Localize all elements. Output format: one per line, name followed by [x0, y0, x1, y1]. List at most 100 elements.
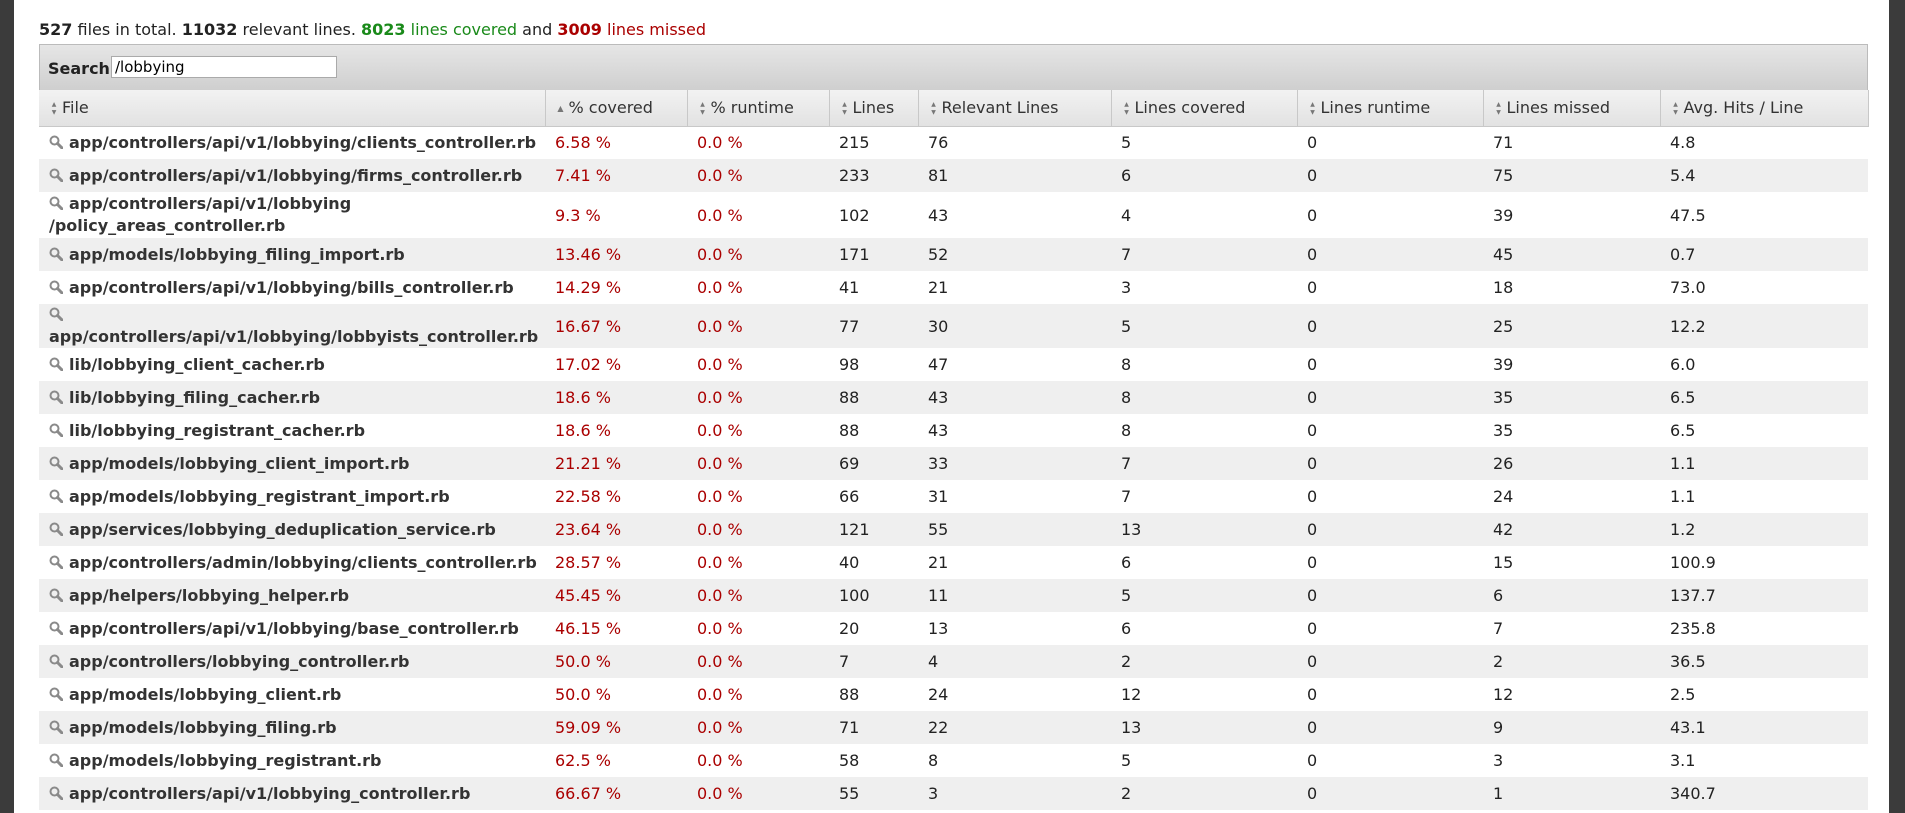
- magnifier-icon[interactable]: [49, 421, 64, 437]
- magnifier-icon[interactable]: [49, 166, 64, 182]
- file-link[interactable]: app/controllers/api/v1/lobbying/bills_co…: [69, 277, 514, 297]
- lines-runtime-cell: 0: [1297, 414, 1483, 447]
- file-cell[interactable]: app/models/lobbying_registrant_import.rb: [39, 480, 545, 513]
- column-header-label: % covered: [568, 98, 653, 118]
- magnifier-icon[interactable]: [49, 751, 64, 767]
- percent-runtime-cell: 0.0 %: [687, 348, 829, 381]
- search-input[interactable]: [111, 56, 337, 78]
- file-link[interactable]: app/models/lobbying_client_import.rb: [69, 453, 410, 473]
- percent-runtime-cell: 0.0 %: [687, 271, 829, 304]
- column-header-lines-covered[interactable]: ▲ ▼ Lines covered: [1111, 90, 1298, 127]
- file-cell[interactable]: app/models/lobbying_filing_import.rb: [39, 238, 545, 271]
- magnifier-icon[interactable]: [49, 685, 64, 701]
- file-cell[interactable]: app/models/lobbying_client.rb: [39, 678, 545, 711]
- file-link[interactable]: lib/lobbying_client_cacher.rb: [69, 354, 325, 374]
- column-header-lines-runtime[interactable]: ▲ ▼ Lines runtime: [1297, 90, 1484, 127]
- magnifier-icon[interactable]: [49, 520, 64, 536]
- magnifier-icon[interactable]: [49, 388, 64, 404]
- lines-runtime-cell: 0: [1297, 612, 1483, 645]
- relevant-lines-cell: 43: [918, 414, 1111, 447]
- percent-covered-cell: 14.29 %: [545, 271, 687, 304]
- file-link[interactable]: app/controllers/api/v1/lobbying/lobbyist…: [49, 327, 539, 346]
- percent-runtime-cell: 0.0 %: [687, 238, 829, 271]
- file-link[interactable]: app/controllers/api/v1/lobbying/firms_co…: [69, 165, 523, 185]
- file-link[interactable]: app/models/lobbying_filing_import.rb: [69, 244, 405, 264]
- file-cell[interactable]: lib/lobbying_client_cacher.rb: [39, 348, 545, 381]
- relevant-lines-cell: 3: [918, 777, 1111, 810]
- file-link[interactable]: app/controllers/api/v1/lobbying/policy_a…: [49, 194, 352, 235]
- magnifier-icon[interactable]: [49, 619, 64, 635]
- magnifier-icon[interactable]: [49, 487, 64, 503]
- file-cell[interactable]: app/controllers/api/v1/lobbying/lobbyist…: [39, 304, 545, 348]
- file-cell[interactable]: app/controllers/api/v1/lobbying/policy_a…: [39, 192, 545, 238]
- lines-runtime-cell: 0: [1297, 546, 1483, 579]
- file-cell[interactable]: app/helpers/lobbying_helper.rb: [39, 579, 545, 612]
- avg-hits-cell: 36.5: [1660, 645, 1868, 678]
- lines-covered-cell: 7: [1111, 447, 1297, 480]
- percent-covered-cell: 62.5 %: [545, 744, 687, 777]
- file-link[interactable]: app/models/lobbying_filing.rb: [69, 717, 337, 737]
- file-link[interactable]: lib/lobbying_filing_cacher.rb: [69, 387, 321, 407]
- file-cell[interactable]: app/controllers/api/v1/lobbying_controll…: [39, 777, 545, 810]
- magnifier-icon[interactable]: [49, 718, 64, 734]
- magnifier-icon[interactable]: [49, 586, 64, 602]
- column-header-pct-runtime[interactable]: ▲ ▼ % runtime: [687, 90, 830, 127]
- magnifier-icon[interactable]: [49, 194, 64, 211]
- column-header-relevant-lines[interactable]: ▲ ▼ Relevant Lines: [918, 90, 1112, 127]
- column-header-file[interactable]: ▲ ▼ File: [39, 90, 546, 127]
- magnifier-icon[interactable]: [49, 652, 64, 668]
- magnifier-icon[interactable]: [49, 553, 64, 569]
- relevant-lines-cell: 30: [918, 304, 1111, 348]
- file-link[interactable]: app/controllers/api/v1/lobbying_controll…: [69, 783, 471, 803]
- lines-cell: 100: [829, 579, 918, 612]
- magnifier-icon[interactable]: [49, 355, 64, 371]
- lines-cell: 102: [829, 192, 918, 238]
- column-header-lines-missed[interactable]: ▲ ▼ Lines missed: [1483, 90, 1661, 127]
- file-link[interactable]: app/models/lobbying_registrant_import.rb: [69, 486, 450, 506]
- file-link[interactable]: app/helpers/lobbying_helper.rb: [69, 585, 350, 605]
- column-header-pct-covered[interactable]: ▲ % covered: [545, 90, 688, 127]
- file-link[interactable]: app/controllers/admin/lobbying/clients_c…: [69, 552, 537, 572]
- magnifier-icon[interactable]: [49, 278, 64, 294]
- file-cell[interactable]: app/controllers/admin/lobbying/clients_c…: [39, 546, 545, 579]
- file-cell[interactable]: lib/lobbying_registrant_cacher.rb: [39, 414, 545, 447]
- table-row: app/models/lobbying_registrant.rb 62.5 % 0…: [39, 744, 1868, 777]
- file-link[interactable]: app/controllers/lobbying_controller.rb: [69, 651, 410, 671]
- file-cell[interactable]: lib/lobbying_filing_cacher.rb: [39, 381, 545, 414]
- file-cell[interactable]: app/models/lobbying_filing.rb: [39, 711, 545, 744]
- percent-covered-cell: 22.58 %: [545, 480, 687, 513]
- file-link[interactable]: app/controllers/api/v1/lobbying/base_con…: [69, 618, 519, 638]
- column-header-lines[interactable]: ▲ ▼ Lines: [829, 90, 919, 127]
- percent-runtime-cell: 0.0 %: [687, 612, 829, 645]
- file-link[interactable]: app/services/lobbying_deduplication_serv…: [69, 519, 496, 539]
- magnifier-icon[interactable]: [49, 784, 64, 800]
- file-cell[interactable]: app/services/lobbying_deduplication_serv…: [39, 513, 545, 546]
- magnifier-icon[interactable]: [49, 305, 64, 322]
- file-cell[interactable]: app/controllers/api/v1/lobbying/firms_co…: [39, 159, 545, 192]
- percent-covered-cell: 66.67 %: [545, 777, 687, 810]
- file-link[interactable]: app/controllers/api/v1/lobbying/clients_…: [69, 132, 537, 152]
- relevant-lines-cell: 22: [918, 711, 1111, 744]
- table-row: app/controllers/api/v1/lobbying/clients_…: [39, 126, 1868, 159]
- lines-missed-cell: 25: [1483, 304, 1660, 348]
- file-cell[interactable]: app/controllers/api/v1/lobbying/base_con…: [39, 612, 545, 645]
- lines-covered-cell: 6: [1111, 612, 1297, 645]
- percent-runtime-cell: 0.0 %: [687, 513, 829, 546]
- file-link[interactable]: app/models/lobbying_client.rb: [69, 684, 342, 704]
- file-cell[interactable]: app/controllers/api/v1/lobbying/clients_…: [39, 126, 545, 159]
- column-header-avg-hits[interactable]: ▲ ▼ Avg. Hits / Line: [1660, 90, 1869, 127]
- file-cell[interactable]: app/models/lobbying_registrant.rb: [39, 744, 545, 777]
- file-cell[interactable]: app/controllers/api/v1/lobbying/bills_co…: [39, 271, 545, 304]
- lines-covered-cell: 6: [1111, 546, 1297, 579]
- file-cell[interactable]: app/models/lobbying_client_import.rb: [39, 447, 545, 480]
- magnifier-icon[interactable]: [49, 454, 64, 470]
- avg-hits-cell: 43.1: [1660, 711, 1868, 744]
- file-link[interactable]: lib/lobbying_registrant_cacher.rb: [69, 420, 366, 440]
- file-cell[interactable]: app/controllers/lobbying_controller.rb: [39, 645, 545, 678]
- magnifier-icon[interactable]: [49, 133, 64, 150]
- file-link[interactable]: app/models/lobbying_registrant.rb: [69, 750, 382, 770]
- magnifier-icon[interactable]: [49, 245, 64, 261]
- relevant-lines-cell: 43: [918, 381, 1111, 414]
- sort-icon: ▲ ▼: [700, 100, 705, 116]
- percent-runtime-cell: 0.0 %: [687, 447, 829, 480]
